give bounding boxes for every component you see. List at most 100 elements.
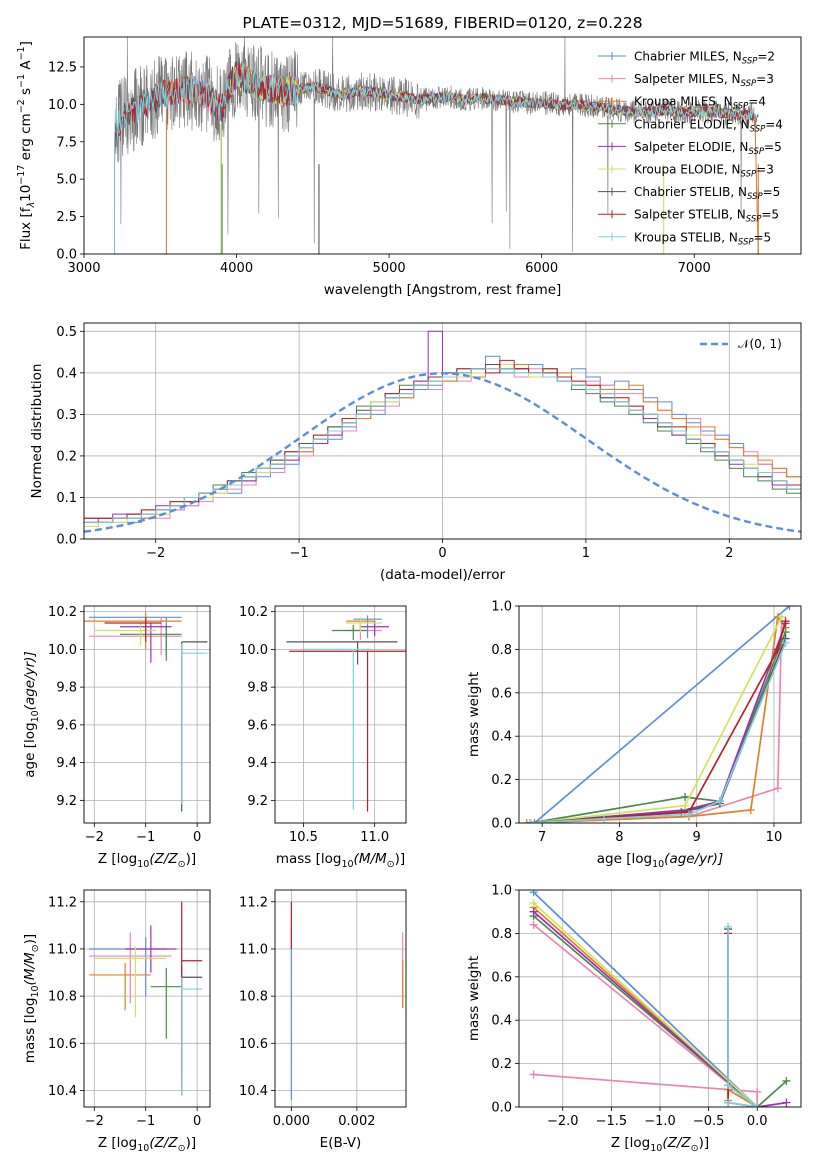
x-tick-label: 0	[193, 1114, 201, 1129]
x-axis-label: mass [log10(M/M⊙)]	[276, 851, 405, 870]
legend-entry-sub: SSP	[742, 57, 758, 67]
legend-entry: Chabrier MILES, NSSP=2	[634, 50, 775, 67]
series-marker	[782, 1098, 791, 1107]
x-axis-label-part: ⊙	[178, 859, 186, 870]
y-axis-label-part: −1	[16, 74, 27, 88]
x-axis-label: E(B-V)	[320, 1135, 362, 1151]
x-axis-label: Z [log10(Z/Z⊙)]	[611, 1135, 709, 1154]
x-tick-label: 10.5	[289, 830, 318, 845]
x-tick-label: 4000	[220, 261, 253, 276]
legend-entry: Kroupa ELODIE, NSSP=3	[634, 163, 774, 180]
x-tick-label: 6000	[525, 261, 558, 276]
series-marker	[773, 645, 782, 654]
series-marker	[724, 1098, 733, 1107]
x-axis-label-part: mass [log	[276, 851, 342, 867]
x-tick-label: 7000	[678, 261, 711, 276]
y-axis-label: mass weight	[466, 672, 482, 757]
legend-entry: 𝒩(0, 1)	[738, 337, 782, 351]
y-tick-label: 9.6	[56, 718, 77, 733]
legend-entry: Chabrier ELODIE, NSSP=4	[634, 117, 783, 134]
errorbar-point	[181, 965, 203, 1096]
x-axis-label-part: Z [log	[98, 851, 137, 867]
series-line	[727, 926, 758, 1107]
y-tick-label: 0.6	[491, 970, 512, 985]
y-tick-label: 0.3	[56, 408, 77, 423]
series-marker	[773, 784, 782, 793]
errorbar-point	[331, 624, 368, 640]
series-marker	[526, 819, 535, 823]
chart-title: PLATE=0312, MJD=51689, FIBERID=0120, z=0…	[242, 14, 642, 32]
y-tick-label: 10.8	[239, 990, 268, 1005]
y-tick-label: 11.0	[239, 942, 268, 957]
x-tick-label: 7	[538, 830, 546, 845]
y-tick-label: 5.0	[56, 173, 77, 188]
axes-mass_vs_ebv: 0.000 0.002 10.4 10.6 10.8 11.0 11.2 E(B-V)	[239, 889, 407, 1151]
histogram-plot-area	[84, 330, 801, 539]
errorbar-point	[89, 932, 172, 1004]
y-axis-label-part: age [log	[22, 722, 38, 777]
legend-entry-main: Kroupa MILES, N	[634, 95, 733, 109]
series-marker	[715, 797, 724, 806]
x-tick-label: 2	[725, 546, 733, 561]
y-axis-label: Normed distribution	[29, 364, 45, 499]
x-tick-label: −2.0	[547, 1114, 579, 1129]
model-spectrum-line	[113, 60, 756, 254]
y-tick-label: 1.0	[491, 600, 512, 615]
y-tick-label: 2.5	[56, 210, 77, 225]
x-axis-label-part: )]	[186, 1135, 197, 1151]
errorbar-point	[94, 946, 167, 1018]
legend-entry-main: Chabrier STELIB, N	[634, 185, 747, 199]
errorbar-plot-area	[290, 901, 404, 1100]
series-marker	[753, 1087, 762, 1096]
x-axis-label-part: 10	[137, 1143, 149, 1154]
y-axis-label-part: ]	[18, 41, 34, 46]
x-axis-label-part: (Z/Z	[149, 851, 178, 867]
y-axis-label-part: mass [log	[22, 998, 38, 1064]
y-tick-label: 0.1	[56, 491, 77, 506]
x-axis-label-part: )]	[186, 851, 197, 867]
y-tick-label: 9.6	[247, 718, 268, 733]
x-axis-label-part: 10	[341, 859, 353, 870]
legend-entry-tail: =4	[748, 95, 766, 109]
x-axis-label-part: (age/yr)]	[664, 851, 723, 867]
series-marker	[782, 1076, 791, 1085]
y-axis-label-part: −17	[16, 165, 27, 185]
legend-entry-tail: =3	[756, 163, 774, 177]
axes-frame	[83, 605, 211, 824]
x-axis-label-part: Z [log	[98, 1135, 137, 1151]
y-tick-label: 0.4	[491, 1014, 512, 1029]
legend-entry: Kroupa MILES, NSSP=4	[634, 95, 766, 112]
series-marker	[529, 907, 538, 916]
x-tick-label: 9	[693, 830, 701, 845]
y-tick-label: 1.0	[491, 884, 512, 899]
y-tick-label: 11.0	[48, 942, 77, 957]
y-tick-label: 10.0	[239, 643, 268, 658]
x-axis-label-part: )]	[395, 851, 406, 867]
errorbar-plot-area	[286, 615, 406, 812]
y-tick-label: 10.0	[48, 98, 77, 113]
axes-frame	[274, 889, 407, 1108]
axes-frame	[518, 605, 802, 824]
y-tick-label: 0.2	[491, 773, 512, 788]
errorbar-point	[303, 648, 371, 810]
legend-entry-sub: SSP	[747, 192, 763, 202]
y-tick-label: 10.6	[239, 1037, 268, 1052]
y-tick-label: 10.6	[48, 1037, 77, 1052]
series-marker	[724, 922, 733, 931]
series-line	[533, 891, 758, 1107]
legend-entry-tail: =4	[765, 117, 783, 131]
series-marker	[753, 1103, 762, 1107]
series-marker	[529, 1070, 538, 1079]
y-tick-label: 0.5	[56, 325, 77, 340]
series-line	[533, 924, 759, 1107]
x-tick-label: −2	[146, 546, 165, 561]
y-axis-label-part: (M/M	[22, 952, 38, 985]
y-axis-label-part: −1	[16, 46, 27, 60]
y-tick-label: 0.4	[56, 366, 77, 381]
x-tick-label: −1	[136, 1114, 155, 1129]
x-tick-label: 8	[615, 830, 623, 845]
x-axis-label-part: ⊙	[178, 1143, 186, 1154]
y-axis-label: mass weight	[466, 956, 482, 1041]
y-tick-label: 9.8	[247, 681, 268, 696]
